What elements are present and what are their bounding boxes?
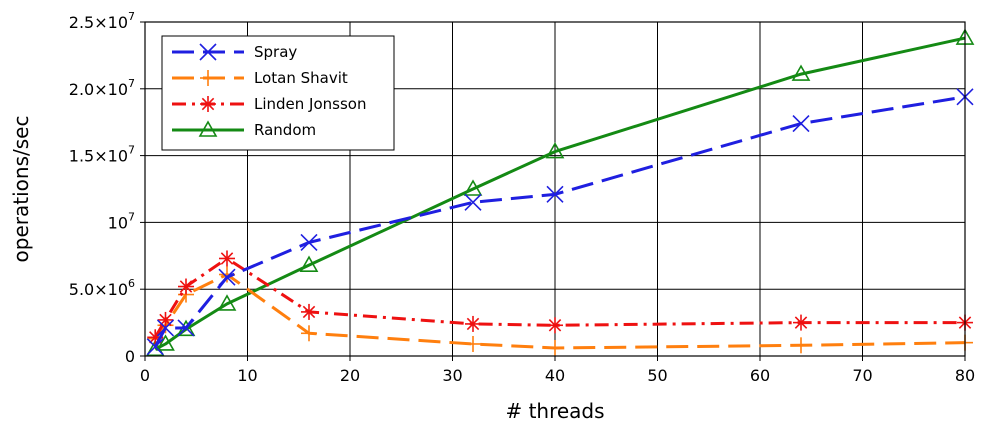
data-point-marker xyxy=(299,255,319,272)
data-point-marker xyxy=(464,193,482,211)
y-tick-label: 5.0×106 xyxy=(69,277,135,299)
x-tick-label: 40 xyxy=(545,366,565,385)
y-axis-ticks: 0 5.0×106 107 1.5×107 2.0×107 2.5×107 xyxy=(69,10,145,366)
legend-label: Random xyxy=(254,121,316,139)
y-tick-label: 2.5×107 xyxy=(69,10,135,32)
data-point-marker xyxy=(463,179,483,196)
data-point-marker xyxy=(547,317,563,334)
data-point-marker xyxy=(301,303,317,320)
data-point-marker xyxy=(792,114,810,133)
series-line xyxy=(154,36,966,351)
data-point-marker xyxy=(793,337,809,354)
data-point-marker xyxy=(218,268,236,286)
data-point-marker xyxy=(300,233,318,252)
data-point-marker xyxy=(546,185,564,203)
data-point-marker xyxy=(177,319,195,337)
data-point-marker xyxy=(545,141,565,159)
x-tick-label: 70 xyxy=(852,366,872,385)
data-point-marker xyxy=(198,120,218,137)
data-point-marker xyxy=(793,314,809,331)
series-line xyxy=(154,273,966,350)
x-tick-label: 0 xyxy=(140,366,150,385)
data-point-marker xyxy=(146,338,164,356)
y-axis-title: operations/sec xyxy=(9,116,33,263)
series-linden-jonsson xyxy=(147,250,973,346)
data-point-marker xyxy=(217,294,237,311)
y-tick-label: 2.0×107 xyxy=(69,77,135,99)
legend-label: Spray xyxy=(254,43,297,61)
x-axis-title: # threads xyxy=(505,399,604,423)
y-tick-label: 1.5×107 xyxy=(69,144,135,166)
y-tick-label: 0 xyxy=(125,347,135,366)
legend-item: Linden Jonsson xyxy=(172,95,366,113)
data-point-marker xyxy=(301,325,317,342)
x-tick-label: 60 xyxy=(750,366,770,385)
x-tick-label: 20 xyxy=(340,366,360,385)
data-point-marker xyxy=(791,64,811,81)
y-tick-label: 107 xyxy=(108,210,135,232)
data-point-marker xyxy=(178,278,194,295)
data-point-marker xyxy=(156,319,175,337)
data-point-marker xyxy=(547,339,563,356)
series-spray xyxy=(146,88,974,356)
x-axis-ticks: 0 10 20 30 40 50 60 70 80 xyxy=(140,356,975,385)
legend: Spray Lotan Shavit Linden Jonsson Random xyxy=(161,35,395,151)
x-tick-label: 50 xyxy=(647,366,667,385)
data-point-marker xyxy=(200,96,216,112)
legend-label: Lotan Shavit xyxy=(254,69,348,87)
data-point-marker xyxy=(199,43,217,61)
data-point-marker xyxy=(156,334,175,351)
data-point-marker xyxy=(465,335,481,352)
data-point-marker xyxy=(200,70,216,86)
x-tick-label: 30 xyxy=(442,366,462,385)
legend-item: Lotan Shavit xyxy=(172,69,348,87)
data-point-marker xyxy=(157,311,174,328)
legend-item: Random xyxy=(172,120,316,139)
data-point-marker xyxy=(465,315,481,332)
x-tick-label: 10 xyxy=(237,366,257,385)
series-lines xyxy=(145,28,975,357)
x-tick-label: 80 xyxy=(955,366,975,385)
legend-item: Spray xyxy=(172,43,297,61)
series-lotan-shavit xyxy=(147,266,973,356)
legend-label: Linden Jonsson xyxy=(254,95,366,113)
data-point-marker xyxy=(219,250,235,267)
